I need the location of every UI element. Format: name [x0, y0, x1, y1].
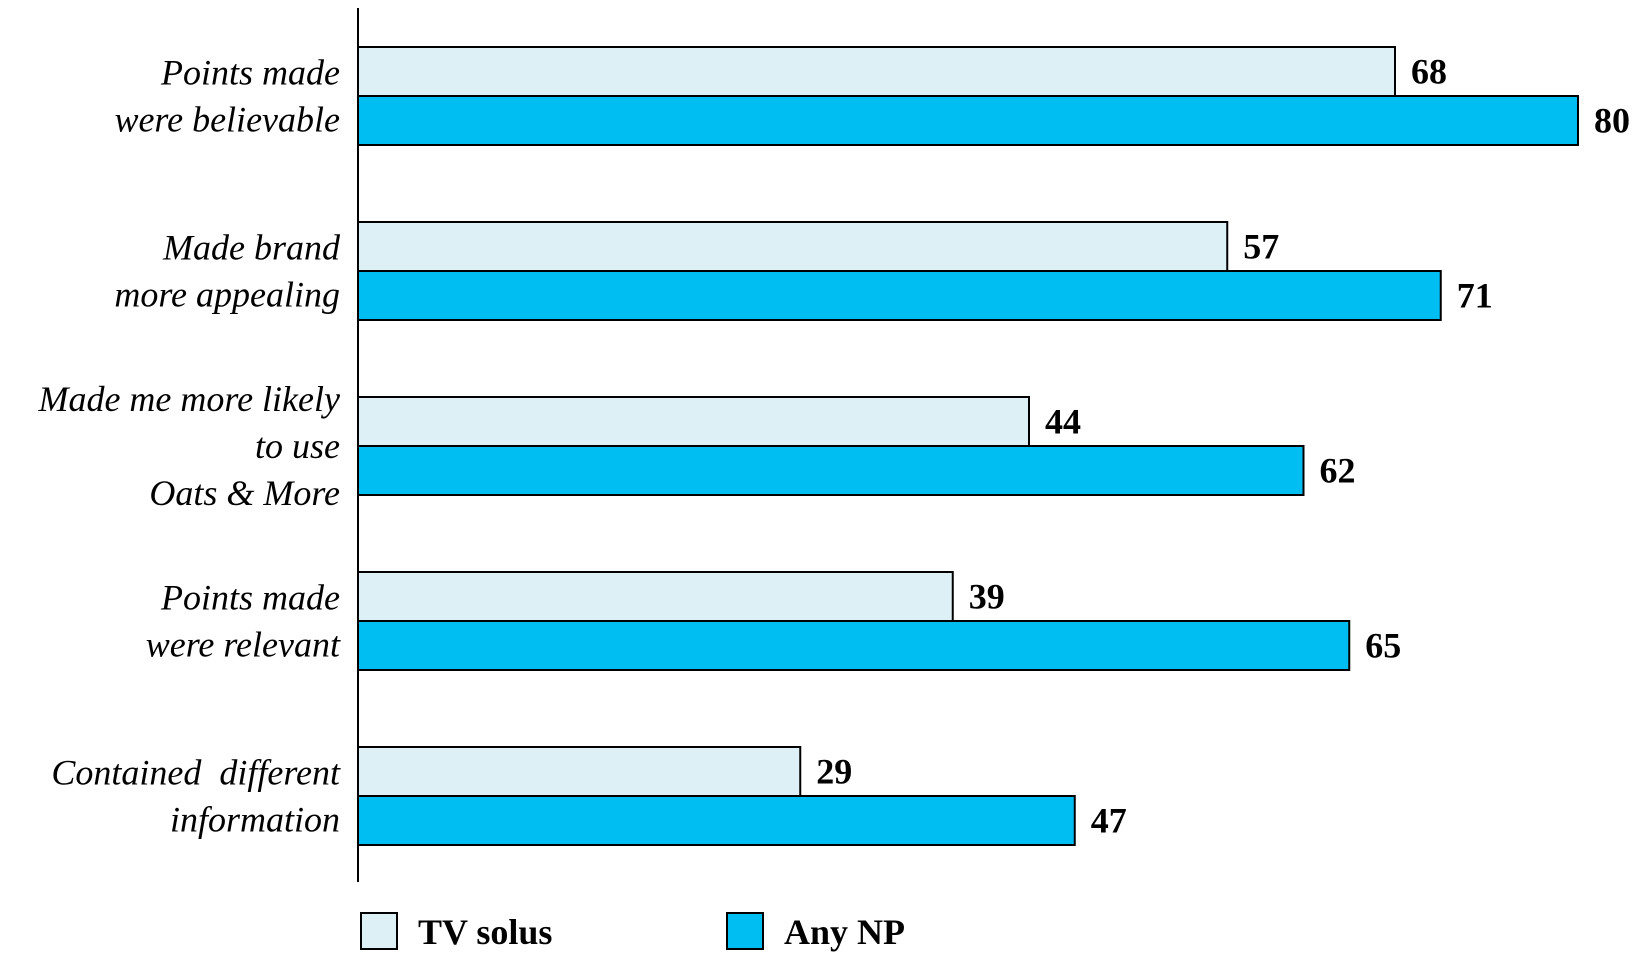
bar-tv-solus: [357, 396, 1030, 447]
legend-label-any-np: Any NP: [784, 912, 905, 952]
bar-tv-solus: [357, 46, 1396, 97]
value-label-any-np: 71: [1457, 276, 1493, 316]
category-label: Made me more likely: [37, 379, 340, 419]
value-label-tv-solus: 29: [816, 752, 852, 792]
value-label-any-np: 62: [1320, 451, 1356, 491]
bar-any-np: [357, 795, 1076, 846]
bar-tv-solus: [357, 571, 954, 622]
category-labels: Points made were believable Made brand more…: [37, 53, 341, 840]
bar-tv-solus: [357, 221, 1229, 272]
bar-tv-solus: [357, 746, 802, 797]
category-label: Made brand: [162, 228, 341, 268]
value-label-any-np: 80: [1594, 101, 1630, 141]
category-label: Points made: [160, 578, 340, 618]
legend-swatch-any-np: [726, 912, 764, 950]
category-label: Points made: [160, 53, 340, 93]
value-label-tv-solus: 68: [1411, 52, 1447, 92]
value-label-tv-solus: 39: [969, 577, 1005, 617]
bar-any-np: [357, 95, 1579, 146]
value-labels: 68 80 57 71 44 62 39 65 29 47: [816, 52, 1630, 841]
value-label-any-np: 65: [1365, 626, 1401, 666]
value-label-tv-solus: 44: [1045, 402, 1081, 442]
category-label: more appealing: [114, 275, 340, 315]
category-label: Oats & More: [149, 473, 340, 513]
category-label: were relevant: [146, 625, 341, 665]
bars: [357, 46, 1579, 846]
legend: TV solus Any NP: [360, 912, 905, 952]
category-label: Contained different: [51, 753, 341, 793]
category-label: to use: [255, 426, 340, 466]
bar-any-np: [357, 445, 1305, 496]
bar-any-np: [357, 270, 1442, 321]
category-label: information: [170, 800, 340, 840]
value-label-any-np: 47: [1091, 801, 1127, 841]
category-label: were believable: [114, 100, 340, 140]
bar-any-np: [357, 620, 1351, 671]
legend-swatch-tv-solus: [360, 912, 398, 950]
value-label-tv-solus: 57: [1243, 227, 1279, 267]
legend-label-tv-solus: TV solus: [418, 912, 552, 952]
